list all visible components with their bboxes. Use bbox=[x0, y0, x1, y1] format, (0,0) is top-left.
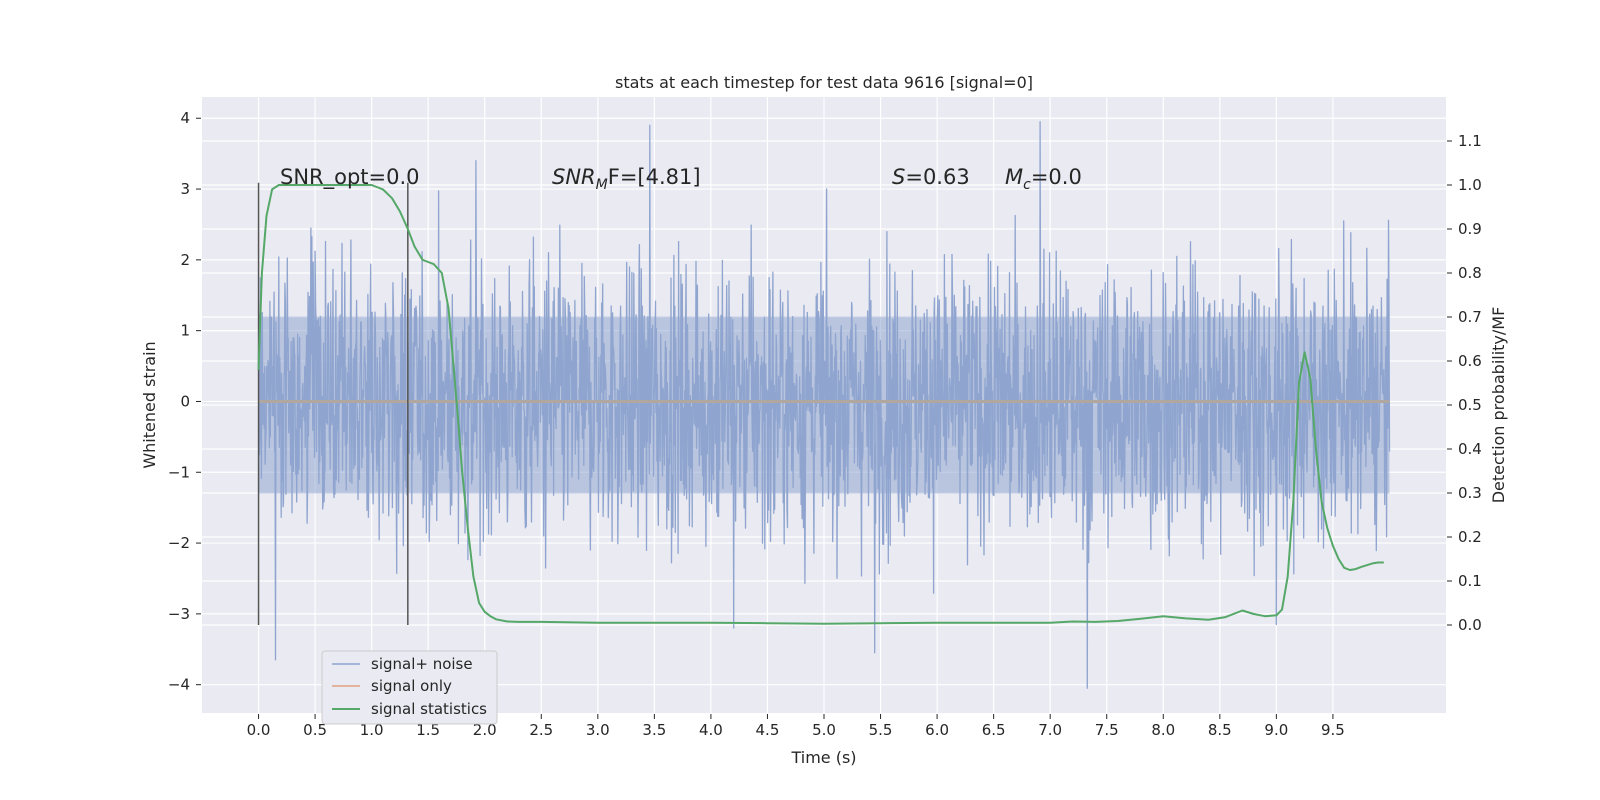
x-tick-label: 4.5 bbox=[756, 721, 780, 739]
x-tick-label: 3.0 bbox=[586, 721, 610, 739]
chart-title: stats at each timestep for test data 961… bbox=[615, 73, 1033, 92]
signal-statistics-line bbox=[257, 184, 1384, 625]
y-right-tick-label: 0.9 bbox=[1458, 220, 1482, 238]
x-tick-label: 1.0 bbox=[360, 721, 384, 739]
y-right-tick-label: 0.7 bbox=[1458, 308, 1482, 326]
noise-series bbox=[257, 121, 1391, 689]
y-axis-label: Whitened strain bbox=[140, 341, 159, 468]
annotation-snr-mf: SNRMF=[4.81] bbox=[552, 165, 701, 193]
y-right-tick-label: 0.2 bbox=[1458, 528, 1482, 546]
x-tick-label: 4.0 bbox=[699, 721, 723, 739]
vertical-markers bbox=[257, 182, 409, 625]
x-tick-label: 7.0 bbox=[1038, 721, 1062, 739]
x-tick-labels: 0.0 0.5 1.0 1.5 2.0 2.5 3.0 3.5 4.0 4.5 5.0 5.5 6.0 6… bbox=[247, 714, 1345, 739]
y-tick-label: 0 bbox=[180, 392, 190, 410]
y-right-tick-label: 0.5 bbox=[1458, 396, 1482, 414]
x-tick-label: 5.0 bbox=[812, 721, 836, 739]
x-tick-label: 2.0 bbox=[473, 721, 497, 739]
x-tick-label: 6.0 bbox=[925, 721, 949, 739]
x-tick-label: 9.5 bbox=[1321, 721, 1345, 739]
x-tick-label: 8.0 bbox=[1151, 721, 1175, 739]
x-tick-label: 9.0 bbox=[1264, 721, 1288, 739]
signal-noise-dense-band bbox=[258, 316, 1390, 494]
signal-statistics-series bbox=[257, 184, 1384, 625]
y-right-tick-label: 1.1 bbox=[1458, 132, 1482, 150]
x-tick-label: 0.0 bbox=[247, 721, 271, 739]
y-right-tick-labels: 1.1 1.0 0.9 0.8 0.7 0.6 0.5 0.4 0.3 0.2 0.1 0.0 bbox=[1447, 132, 1482, 634]
y-right-axis-label: Detection probability/MF bbox=[1489, 307, 1508, 504]
y-right-tick-label: 0.4 bbox=[1458, 440, 1482, 458]
y-tick-label: 4 bbox=[180, 109, 190, 127]
y-right-tick-label: 1.0 bbox=[1458, 176, 1482, 194]
x-tick-label: 2.5 bbox=[529, 721, 553, 739]
legend-box bbox=[321, 650, 498, 725]
annotation-snr-opt: SNR_opt=0.0 bbox=[280, 165, 420, 190]
y-right-tick-label: 0.0 bbox=[1458, 616, 1482, 634]
y-right-tick-label: 0.6 bbox=[1458, 352, 1482, 370]
y-tick-label: 2 bbox=[180, 251, 190, 269]
x-tick-label: 3.5 bbox=[642, 721, 666, 739]
y-tick-label: −4 bbox=[168, 676, 190, 694]
y-tick-label: 3 bbox=[180, 180, 190, 198]
x-tick-label: 8.5 bbox=[1208, 721, 1232, 739]
y-tick-label: −2 bbox=[168, 534, 190, 552]
x-tick-label: 7.5 bbox=[1095, 721, 1119, 739]
annotation-s: S=0.63 bbox=[892, 165, 970, 189]
annotation-mc: Mc=0.0 bbox=[1005, 165, 1082, 193]
x-tick-label: 6.5 bbox=[982, 721, 1006, 739]
x-tick-label: 5.5 bbox=[869, 721, 893, 739]
legend-label-stats: signal statistics bbox=[371, 700, 487, 718]
x-tick-label: 1.5 bbox=[416, 721, 440, 739]
legend-label-noise: signal+ noise bbox=[371, 655, 473, 673]
x-axis-label: Time (s) bbox=[790, 748, 856, 767]
y-tick-label: −1 bbox=[168, 463, 190, 481]
y-right-tick-label: 0.1 bbox=[1458, 572, 1482, 590]
y-tick-label: 1 bbox=[180, 322, 190, 340]
legend: signal+ noise signal only signal statist… bbox=[321, 650, 498, 725]
y-right-tick-label: 0.8 bbox=[1458, 264, 1482, 282]
y-tick-label: −3 bbox=[168, 605, 190, 623]
legend-label-signal: signal only bbox=[371, 677, 452, 695]
x-tick-label: 0.5 bbox=[303, 721, 327, 739]
y-right-tick-label: 0.3 bbox=[1458, 484, 1482, 502]
y-tick-labels: 4 3 2 1 0 −1 −2 −3 −4 bbox=[168, 109, 201, 694]
